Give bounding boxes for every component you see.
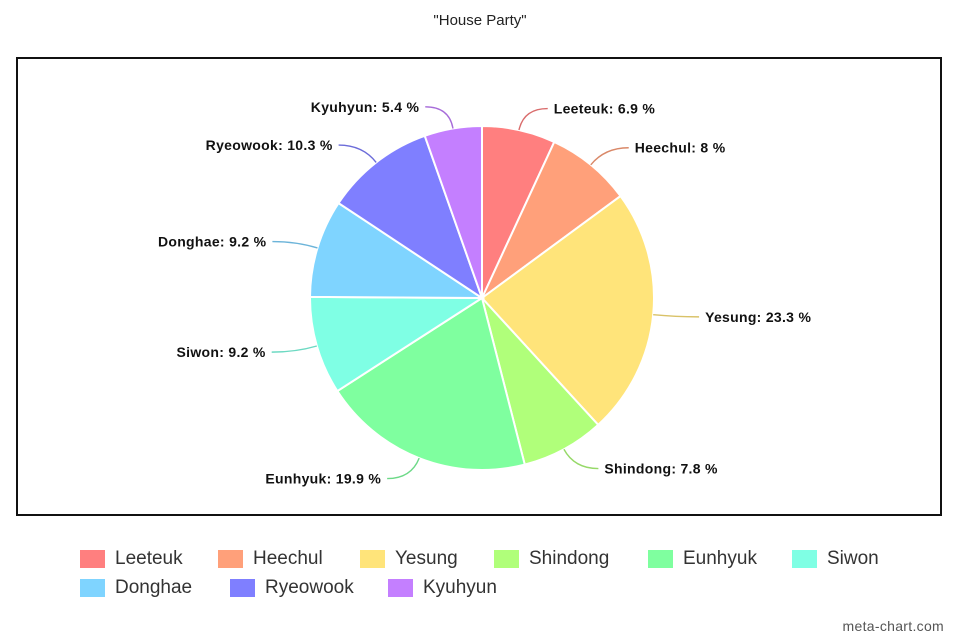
legend-item-siwon[interactable]: Siwon	[792, 547, 879, 571]
leader-line-yesung	[653, 314, 700, 318]
legend-label: Yesung	[395, 548, 458, 569]
legend-label: Leeteuk	[115, 548, 183, 569]
legend-item-ryeowook[interactable]: Ryeowook	[230, 576, 354, 600]
slice-label-donghae: Donghae: 9.2 %	[158, 234, 267, 250]
legend-item-heechul[interactable]: Heechul	[218, 547, 323, 571]
legend-item-leeteuk[interactable]: Leeteuk	[80, 547, 183, 571]
leader-line-eunhyuk	[387, 457, 420, 480]
pie-slice-labels: Leeteuk: 6.9 % Heechul: 8 % Yesung: 23.3 %…	[158, 99, 811, 487]
chart-frame: Leeteuk: 6.9 % Heechul: 8 % Yesung: 23.3 %…	[16, 57, 942, 516]
slice-label-eunhyuk: Eunhyuk: 19.9 %	[265, 471, 381, 487]
leader-line-kyuhyun	[425, 106, 454, 129]
legend-label: Kyuhyun	[423, 577, 497, 598]
legend-label: Donghae	[115, 577, 193, 598]
pie-slice-donghae	[308, 201, 486, 300]
legend-item-shindong[interactable]: Shindong	[494, 547, 609, 571]
legend-item-eunhyuk[interactable]: Eunhyuk	[648, 547, 757, 571]
legend-swatch	[80, 550, 105, 568]
slice-label-leeteuk: Leeteuk: 6.9 %	[554, 101, 656, 117]
legend-item-yesung[interactable]: Yesung	[360, 547, 458, 571]
legend-label: Siwon	[827, 548, 879, 569]
slice-label-heechul: Heechul: 8 %	[635, 140, 726, 156]
legend-swatch	[230, 579, 255, 597]
slice-label-kyuhyun: Kyuhyun: 5.4 %	[311, 99, 420, 115]
leader-line-leeteuk	[518, 107, 548, 131]
slice-label-yesung: Yesung: 23.3 %	[705, 309, 811, 325]
legend-swatch	[80, 579, 105, 597]
legend-label: Ryeowook	[265, 577, 354, 598]
legend-swatch	[494, 550, 519, 568]
slice-label-siwon: Siwon: 9.2 %	[177, 344, 266, 360]
leader-line-heechul	[590, 147, 629, 166]
leader-line-shindong	[563, 448, 599, 470]
chart-title: "House Party"	[433, 12, 527, 29]
legend-swatch	[648, 550, 673, 568]
legend-swatch	[388, 579, 413, 597]
pie-leader-lines	[271, 106, 700, 480]
slice-label-shindong: Shindong: 7.8 %	[604, 461, 718, 477]
watermark: meta-chart.com	[842, 618, 944, 634]
legend-swatch	[360, 550, 385, 568]
legend-label: Heechul	[253, 548, 323, 569]
pie-slice-yesung	[480, 194, 655, 427]
pie-chart: Leeteuk: 6.9 % Heechul: 8 % Yesung: 23.3 %…	[158, 99, 811, 487]
slice-label-ryeowook: Ryeowook: 10.3 %	[206, 137, 333, 153]
pie-slices	[308, 124, 655, 471]
leader-line-siwon	[271, 345, 318, 353]
legend-item-donghae[interactable]: Donghae	[80, 576, 192, 600]
legend-swatch	[218, 550, 243, 568]
legend-item-kyuhyun[interactable]: Kyuhyun	[388, 576, 497, 600]
legend-label: Shindong	[529, 548, 610, 569]
leader-line-ryeowook	[338, 144, 377, 163]
pie-slice-ryeowook	[337, 134, 484, 301]
pie-slice-eunhyuk	[335, 296, 526, 471]
legend-swatch	[792, 550, 817, 568]
legend-label: Eunhyuk	[683, 548, 757, 569]
leader-line-donghae	[272, 240, 318, 249]
